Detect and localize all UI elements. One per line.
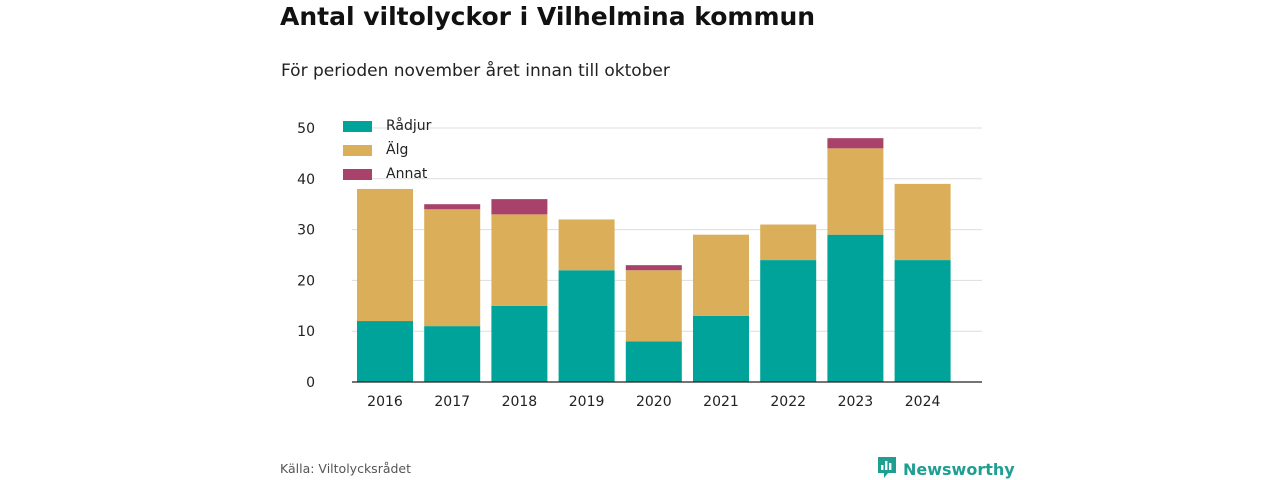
brand-logo[interactable]: Newsworthy (876, 455, 1015, 480)
x-tick-label-2019: 2019 (569, 394, 605, 410)
x-tick-label-2018: 2018 (502, 394, 538, 410)
y-tick-label-10: 10 (297, 324, 315, 340)
bar-2023-annat (827, 138, 884, 149)
bar-2020-alg (625, 270, 682, 342)
bar-2016-alg (357, 188, 413, 322)
bar-2019-radjur (558, 270, 615, 382)
legend-swatch-alg (343, 144, 372, 156)
bar-2021-alg (693, 234, 749, 316)
chart-title: Antal viltolyckor i Vilhelmina kommun (280, 2, 816, 31)
x-tick-label-2017: 2017 (434, 394, 470, 410)
bar-2022-radjur (760, 260, 817, 382)
chart-legend: Rådjur Älg Annat (343, 114, 431, 186)
bar-2017-radjur (424, 326, 481, 382)
bar-2018-radjur (491, 305, 548, 382)
bar-2018-annat (491, 199, 548, 215)
x-tick-label-2022: 2022 (770, 394, 806, 410)
bar-2023-alg (827, 148, 884, 235)
bar-2018-alg (491, 214, 548, 306)
bar-2023-radjur (827, 234, 884, 382)
x-tick-label-2020: 2020 (636, 394, 672, 410)
legend-item-annat: Annat (343, 162, 431, 186)
bar-2016-radjur (357, 321, 413, 382)
legend-label-alg: Älg (386, 142, 409, 158)
legend-label-annat: Annat (386, 166, 428, 182)
legend-item-radjur: Rådjur (343, 114, 431, 138)
legend-label-radjur: Rådjur (386, 118, 432, 134)
source-note: Källa: Viltolycksrådet (280, 461, 412, 476)
x-tick-label-2021: 2021 (703, 394, 739, 410)
x-tick-label-2023: 2023 (838, 394, 874, 410)
bar-2019-alg (558, 219, 615, 271)
y-tick-label-30: 30 (297, 223, 315, 239)
bar-2017-annat (424, 204, 481, 210)
y-tick-label-50: 50 (297, 121, 315, 137)
legend-swatch-radjur (343, 120, 372, 132)
bar-2020-annat (625, 265, 682, 271)
x-tick-label-2016: 2016 (367, 394, 403, 410)
chart-subtitle: För perioden november året innan till ok… (281, 61, 670, 81)
bar-2020-radjur (625, 341, 682, 382)
brand-name: Newsworthy (903, 459, 1015, 479)
bar-2024-radjur (894, 260, 951, 382)
y-tick-label-20: 20 (297, 273, 315, 289)
x-tick-label-2024: 2024 (905, 394, 941, 410)
bar-2022-alg (760, 224, 817, 261)
y-tick-label-0: 0 (306, 375, 315, 391)
legend-swatch-annat (343, 168, 372, 180)
y-tick-label-40: 40 (297, 172, 315, 188)
bar-2021-radjur (693, 315, 749, 382)
bar-2017-alg (424, 209, 481, 327)
legend-item-alg: Älg (343, 138, 431, 162)
newsworthy-logo-icon (876, 455, 898, 480)
bar-2024-alg (894, 183, 951, 261)
